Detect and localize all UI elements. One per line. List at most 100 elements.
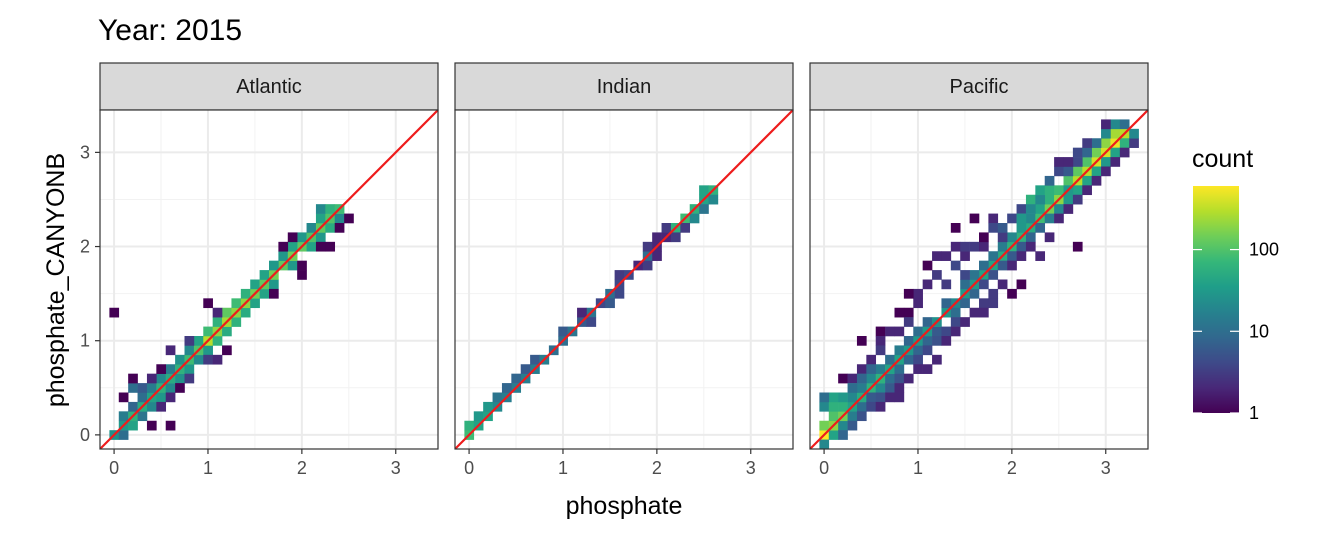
heatmap-bin <box>231 298 242 309</box>
heatmap-bin <box>969 307 980 318</box>
heatmap-bin <box>1091 175 1102 186</box>
heatmap-bin <box>988 213 999 224</box>
heatmap-bin <box>128 420 138 431</box>
heatmap-bin <box>165 364 176 374</box>
heatmap-bin <box>699 185 709 196</box>
heatmap-bin <box>913 364 923 374</box>
heatmap-bin <box>250 279 260 290</box>
heatmap-bin <box>1035 223 1046 233</box>
one-to-one-reference-line <box>810 110 1148 449</box>
panel-border <box>454 109 794 450</box>
heatmap-bin <box>156 364 167 374</box>
heatmap-bin <box>1007 213 1017 224</box>
heatmap-bin <box>501 383 512 393</box>
heatmap-bin <box>1072 185 1083 196</box>
heatmap-bin <box>325 223 336 233</box>
heatmap-bin <box>875 336 886 346</box>
heatmap-bin <box>894 326 905 337</box>
heatmap-bin <box>1025 194 1036 205</box>
heatmap-bin <box>1054 204 1064 214</box>
heatmap-bin <box>212 336 223 346</box>
heatmap-bin <box>203 354 213 365</box>
heatmap-bin <box>1129 138 1139 148</box>
heatmap-bin <box>847 373 858 384</box>
heatmap-bin <box>932 354 942 365</box>
heatmap-bin <box>1072 166 1083 177</box>
heatmap-bin <box>866 392 877 403</box>
heatmap-bin <box>222 326 232 337</box>
heatmap-bin <box>856 401 867 412</box>
heatmap-bin <box>577 307 587 318</box>
heatmap-bin <box>614 270 625 280</box>
heatmap-bin <box>828 401 839 412</box>
heatmap-bin <box>903 307 914 318</box>
heatmap-bin <box>175 373 185 384</box>
heatmap-bin <box>1119 147 1130 158</box>
legend-title: count <box>1192 145 1253 173</box>
heatmap-bin <box>1044 185 1055 196</box>
heatmap-bin <box>838 401 848 412</box>
heatmap-bin <box>212 317 223 327</box>
heatmap-bin <box>941 326 952 337</box>
heatmap-bin <box>960 279 970 290</box>
heatmap-bin <box>856 364 867 374</box>
x-axis: 0 1 2 3 <box>464 449 756 478</box>
heatmap-bin <box>1072 241 1083 252</box>
heatmap-bin <box>193 354 204 365</box>
heatmap-bin <box>287 260 298 271</box>
heatmap-bin <box>969 270 980 280</box>
heatmap-bin <box>297 270 307 280</box>
heatmap-bin <box>1082 138 1092 148</box>
legend-break-label: 100 <box>1249 240 1279 260</box>
heatmap-bin <box>1129 128 1139 139</box>
heatmap-bin <box>1044 175 1055 186</box>
facet-strip <box>454 62 794 111</box>
x-tick-label: 0 <box>109 458 119 478</box>
heatmap-bin <box>464 420 475 431</box>
heatmap-bin <box>1016 213 1027 224</box>
heatmap-bin <box>1110 119 1121 130</box>
heatmap-bin <box>511 373 522 384</box>
x-tick-label: 2 <box>652 458 662 478</box>
facet-panel-atlantic: Atlantic 0 1 2 3 <box>99 62 439 478</box>
heatmap-bin <box>240 288 251 299</box>
panel-border <box>809 109 1149 450</box>
heatmap-bin <box>1072 194 1083 205</box>
heatmap-bin <box>109 307 120 318</box>
x-axis: 0 1 2 3 <box>109 449 401 478</box>
heatmap-bin <box>960 251 970 261</box>
heatmap-bin <box>1016 223 1027 233</box>
color-legend: count 1 10 100 <box>1192 145 1279 423</box>
heatmap-bin <box>642 260 653 271</box>
heatmap-bin <box>979 298 989 309</box>
x-axis: 0 1 2 3 <box>819 449 1111 478</box>
heatmap-bin <box>344 213 354 224</box>
heatmap-bin <box>165 392 176 403</box>
facet-strip-label: Pacific <box>950 76 1009 98</box>
heatmap-bin <box>866 364 877 374</box>
heatmap-bin <box>297 232 307 243</box>
legend-break-label: 1 <box>1249 403 1259 423</box>
heatmap-bin <box>885 354 895 365</box>
heatmap-bin <box>988 251 999 261</box>
heatmap-bin <box>334 223 345 233</box>
heatmap-bin <box>118 430 129 440</box>
heatmap-bin <box>950 241 961 252</box>
heatmap-bin <box>847 383 858 393</box>
heatmap-bin <box>847 420 858 431</box>
heatmap-bin <box>184 364 195 374</box>
panel-grid <box>455 110 793 449</box>
heatmap-bin <box>193 336 204 346</box>
x-tick-label: 3 <box>391 458 401 478</box>
heatmap-bin <box>1016 251 1027 261</box>
heatmap-bin <box>146 373 157 384</box>
heatmap-bin <box>856 373 867 384</box>
heatmap-bin <box>212 307 223 318</box>
heatmap-bin <box>231 317 242 327</box>
heatmap-bin <box>1007 260 1017 271</box>
heatmap-bin <box>137 411 148 422</box>
heatmap-bin <box>838 420 848 431</box>
heatmap-bin <box>979 307 989 318</box>
heatmap-bin <box>1063 175 1074 186</box>
x-tick-label: 3 <box>1101 458 1111 478</box>
